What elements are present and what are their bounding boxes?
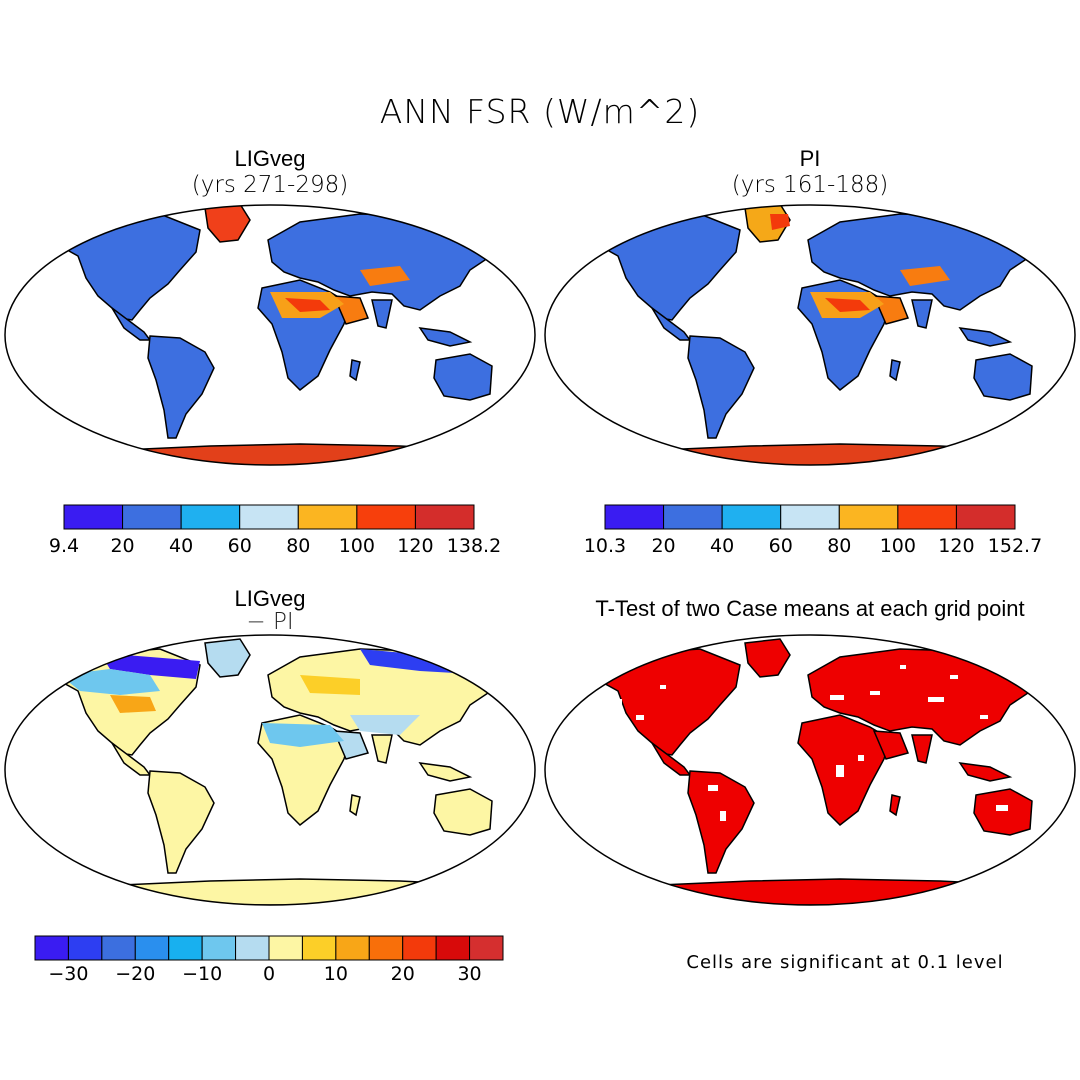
colorbar-swatch <box>402 935 437 961</box>
colorbar-tick-label: −20 <box>115 963 156 985</box>
colorbar-ligveg <box>63 504 475 530</box>
colorbar-swatch <box>168 935 203 961</box>
colorbar-tick-label: 40 <box>710 535 735 557</box>
colorbar-tick-label: 10 <box>323 963 348 985</box>
colorbar-swatch <box>435 935 471 961</box>
colorbar-swatch <box>897 504 957 530</box>
colorbar-tick-label: 80 <box>827 535 852 557</box>
map-diff-border <box>4 634 536 906</box>
colorbar-tick-label: 80 <box>286 535 311 557</box>
colorbar-swatch <box>780 504 840 530</box>
panel-ligveg-subtitle: (yrs 271-298) <box>191 172 349 198</box>
panel-ttest-title: T-Test of two Case means at each grid po… <box>595 596 1025 621</box>
colorbar-tick-label: 120 <box>938 535 975 557</box>
colorbar-swatch <box>180 504 241 530</box>
map-ligveg-border <box>4 204 536 466</box>
panel-pi-subtitle: (yrs 161-188) <box>731 172 889 198</box>
colorbar-tick-label: 138.2 <box>446 535 502 557</box>
colorbar-tick-label: 20 <box>651 535 676 557</box>
map-ttest-border <box>544 634 1076 906</box>
panel-diff-subtitle: − PI <box>246 609 294 635</box>
colorbar-tick-label: −10 <box>182 963 223 985</box>
map-pi-border <box>544 204 1076 466</box>
colorbar-swatch <box>414 504 475 530</box>
colorbar-tick-label: 20 <box>390 963 415 985</box>
colorbar-tick-label: 60 <box>768 535 793 557</box>
colorbar-swatch <box>235 935 270 961</box>
colorbar-swatch <box>955 504 1016 530</box>
colorbar-swatch <box>63 504 124 530</box>
colorbar-swatch <box>335 935 370 961</box>
colorbar-swatch <box>368 935 404 961</box>
colorbar-tick-label: 60 <box>227 535 252 557</box>
colorbar-swatch <box>101 935 136 961</box>
colorbar-swatch <box>268 935 303 961</box>
panel-diff-title: LIGveg <box>234 586 306 611</box>
colorbar-pi <box>604 504 1016 530</box>
colorbar-diff <box>34 935 504 961</box>
colorbar-tick-label: 0 <box>262 963 276 985</box>
colorbar-swatch <box>297 504 358 530</box>
panel-ligveg-title: LIGveg <box>234 146 306 171</box>
colorbar-tick-label: 100 <box>879 535 916 557</box>
colorbar-tick-label: 120 <box>397 535 434 557</box>
colorbar-tick-label: 20 <box>110 535 135 557</box>
colorbar-swatch <box>201 935 237 961</box>
colorbar-swatch <box>301 935 337 961</box>
significance-note: Cells are significant at 0.1 level <box>686 952 1004 973</box>
colorbar-swatch <box>663 504 723 530</box>
colorbar-tick-label: 100 <box>338 535 375 557</box>
colorbar-swatch <box>122 504 182 530</box>
colorbar-swatch <box>604 504 665 530</box>
colorbar-tick-label: −30 <box>48 963 89 985</box>
colorbar-swatch <box>838 504 899 530</box>
colorbar-swatch <box>34 935 69 961</box>
colorbar-swatch <box>134 935 170 961</box>
panel-pi-title: PI <box>799 146 821 171</box>
colorbar-swatch <box>721 504 782 530</box>
colorbar-tick-label: 9.4 <box>48 535 80 557</box>
colorbar-tick-label: 10.3 <box>583 535 627 557</box>
figure-title: ANN FSR (W/m^2) <box>379 92 701 131</box>
colorbar-swatch <box>356 504 416 530</box>
colorbar-tick-label: 40 <box>169 535 194 557</box>
colorbar-swatch <box>239 504 299 530</box>
colorbar-tick-label: 152.7 <box>987 535 1043 557</box>
colorbar-swatch <box>469 935 504 961</box>
colorbar-tick-label: 30 <box>457 963 482 985</box>
colorbar-swatch <box>67 935 103 961</box>
